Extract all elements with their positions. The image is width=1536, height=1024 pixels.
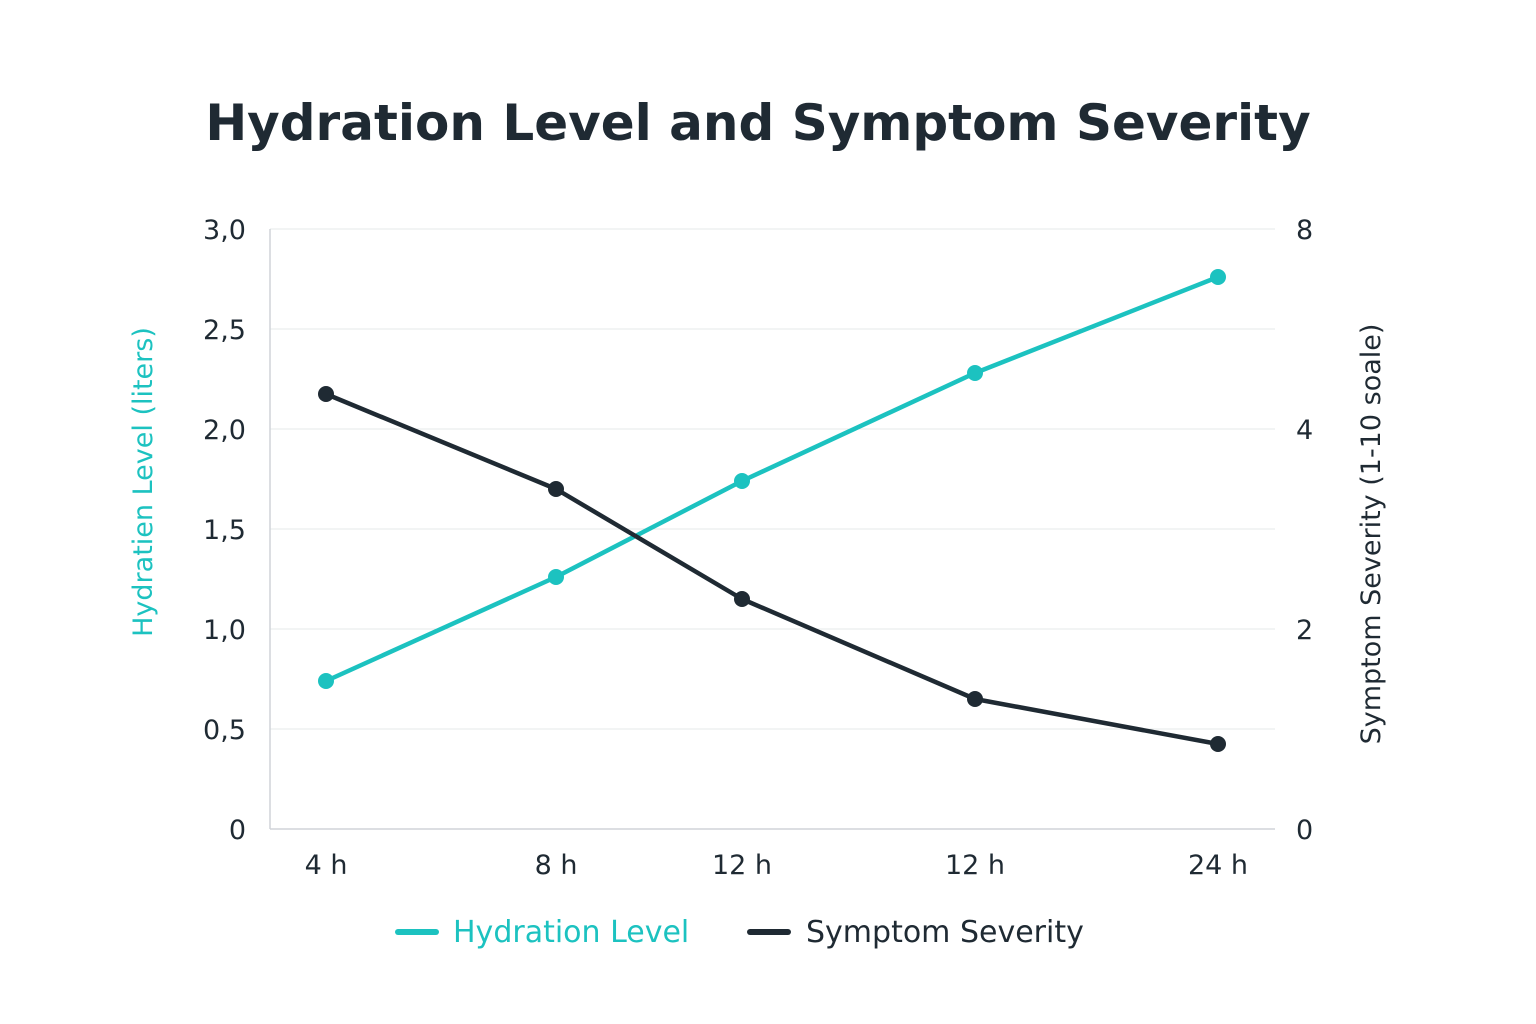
left-tick-label: 0,5 <box>203 715 246 746</box>
series-layer <box>318 269 1226 752</box>
left-tick-label: 1,0 <box>203 615 246 646</box>
right-tick-label: 8 <box>1296 215 1313 246</box>
hydration-level-point <box>967 365 983 381</box>
hydration-level-point <box>318 673 334 689</box>
left-axis-ticks: 0 0,5 1,0 1,5 2,0 2,5 3,0 <box>203 215 246 846</box>
symptom-severity-point <box>1210 736 1226 752</box>
right-tick-label: 0 <box>1296 815 1313 846</box>
grid-lines <box>269 228 1275 830</box>
legend-label-hydration-level: Hydration Level <box>453 915 689 950</box>
x-tick-label: 24 h <box>1188 850 1248 881</box>
x-tick-label: 4 h <box>305 850 348 881</box>
x-axis-ticks: 4 h 8 h 12 h 12 h 24 h <box>305 850 1248 881</box>
left-tick-label: 1,5 <box>203 515 246 546</box>
symptom-severity-point <box>318 386 334 402</box>
symptom-severity-point <box>734 591 750 607</box>
x-tick-label: 12 h <box>712 850 772 881</box>
left-tick-label: 2,0 <box>203 415 246 446</box>
right-tick-label: 4 <box>1296 415 1313 446</box>
legend: Hydration Level Symptom Severity <box>395 915 1084 950</box>
legend-label-symptom-severity: Symptom Severity <box>806 915 1084 950</box>
right-axis-label: Symptom Severity (1-10 soale) <box>1356 324 1387 745</box>
chart-title: Hydration Level and Symptom Severity <box>205 94 1310 152</box>
x-tick-label: 12 h <box>945 850 1005 881</box>
left-tick-label: 2,5 <box>203 315 246 346</box>
hydration-level-point <box>1210 269 1226 285</box>
hydration-level-line <box>323 274 1221 684</box>
right-axis-ticks: 0 2 4 8 <box>1296 215 1313 846</box>
hydration-level-point <box>734 473 750 489</box>
right-tick-label: 2 <box>1296 615 1313 646</box>
hydration-level-point <box>548 569 564 585</box>
left-tick-label: 0 <box>229 815 246 846</box>
x-tick-label: 8 h <box>535 850 578 881</box>
left-tick-label: 3,0 <box>203 215 246 246</box>
left-axis-label: Hydratien Level (liters) <box>128 327 159 637</box>
symptom-severity-line <box>323 391 1221 747</box>
symptom-severity-point <box>548 481 564 497</box>
symptom-severity-point <box>967 691 983 707</box>
